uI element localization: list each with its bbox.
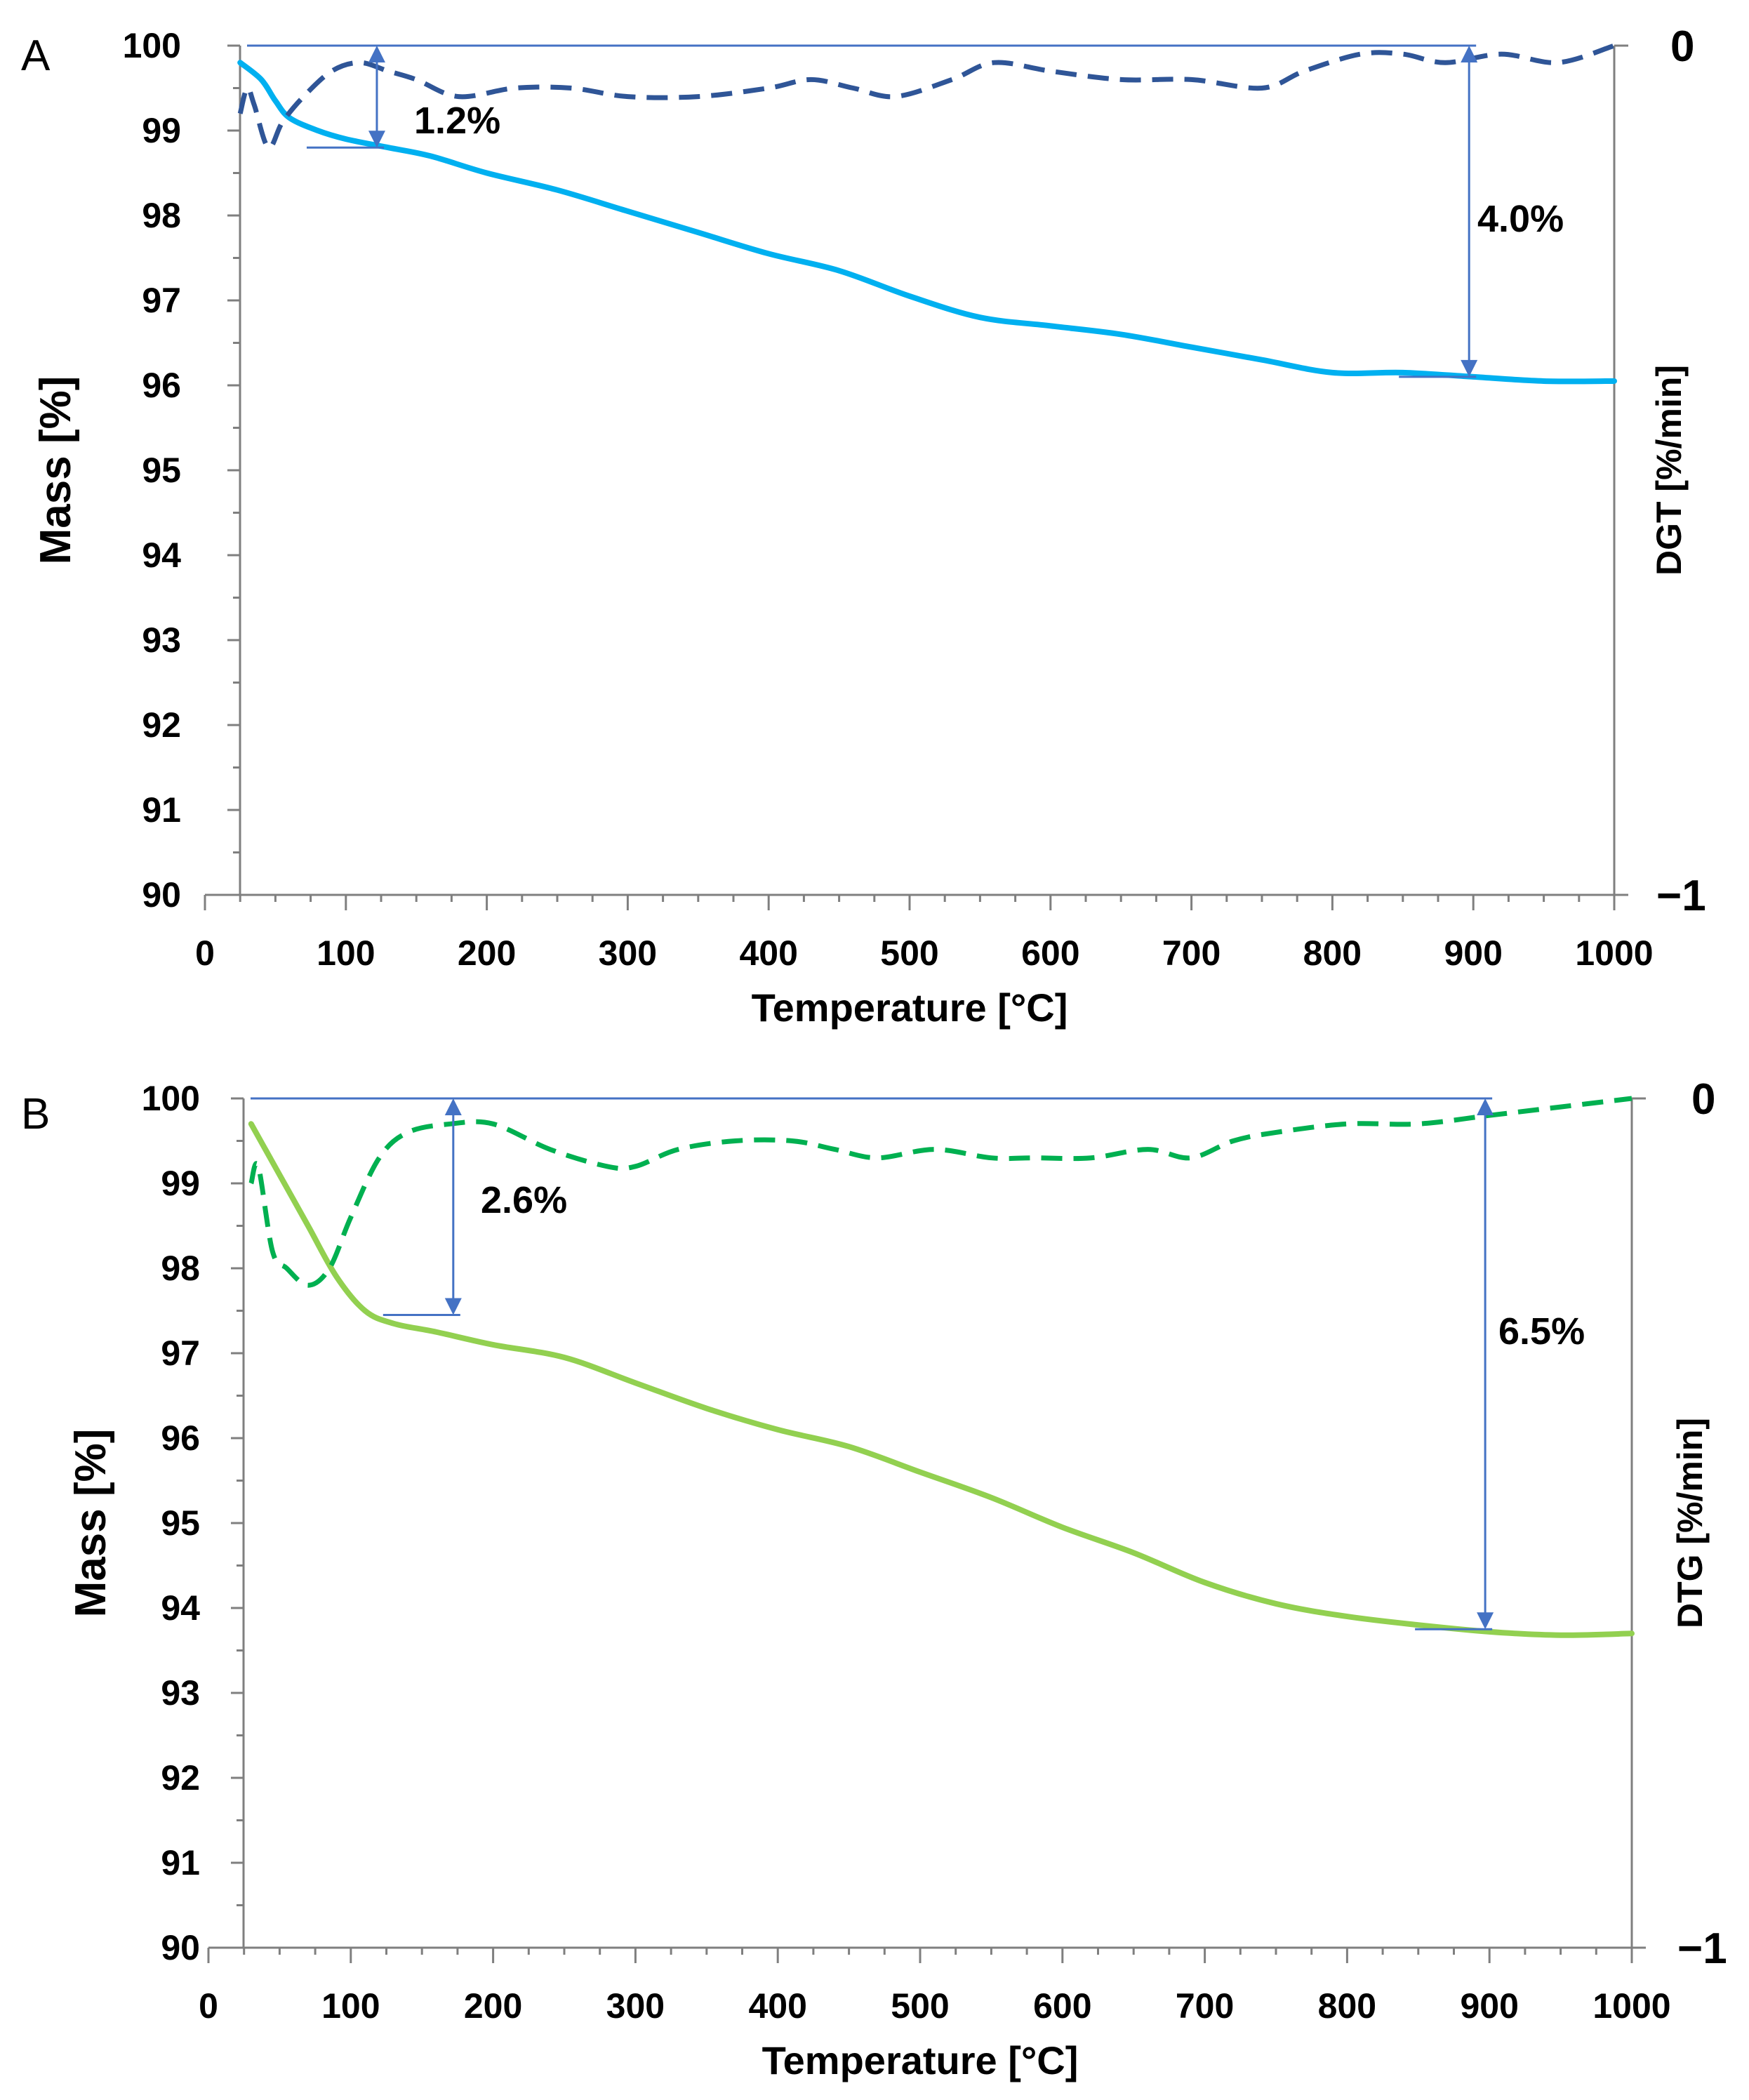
y-tick-label: 98 bbox=[142, 196, 181, 235]
panel-letter: A bbox=[21, 32, 51, 80]
x-tick-label: 1000 bbox=[1592, 1986, 1670, 2026]
x-tick-label: 600 bbox=[1033, 1986, 1091, 2026]
y-tick-label: 90 bbox=[142, 875, 181, 915]
x-axis-title: Temperature [°C] bbox=[752, 985, 1068, 1030]
y-axis-title: Mass [%] bbox=[32, 376, 80, 565]
arrowhead-up bbox=[368, 46, 385, 62]
y-tick-label: 99 bbox=[142, 111, 181, 150]
y-tick-label: 100 bbox=[123, 26, 181, 65]
arrowhead-down bbox=[444, 1298, 462, 1315]
x-tick-label: 400 bbox=[739, 933, 797, 973]
panel-letter: B bbox=[21, 1090, 50, 1138]
y-tick-label: 95 bbox=[161, 1503, 200, 1543]
x-tick-label: 300 bbox=[606, 1986, 665, 2026]
x-tick-label: 200 bbox=[464, 1986, 522, 2026]
x-tick-label: 600 bbox=[1021, 933, 1079, 973]
y-tick-label: 93 bbox=[142, 620, 181, 660]
x-tick-label: 700 bbox=[1176, 1986, 1234, 2026]
y2-axis-title: DGT [%/min] bbox=[1649, 365, 1689, 576]
y-axis-title: Mass [%] bbox=[67, 1429, 115, 1618]
y-tick-label: 94 bbox=[142, 536, 181, 575]
y2-tick-label: 0 bbox=[1670, 22, 1694, 71]
y-tick-label: 94 bbox=[161, 1588, 200, 1628]
arrowhead-up bbox=[1477, 1098, 1494, 1115]
annotation-label: 1.2% bbox=[414, 100, 500, 142]
arrowhead-down bbox=[1477, 1612, 1494, 1630]
y2-tick-label: −1 bbox=[1656, 872, 1706, 920]
y2-axis-title: DTG [%/min] bbox=[1670, 1418, 1710, 1628]
y-tick-label: 92 bbox=[142, 705, 181, 745]
x-tick-label: 700 bbox=[1162, 933, 1221, 973]
arrowhead-up bbox=[444, 1098, 462, 1115]
y2-tick-label: −1 bbox=[1677, 1925, 1727, 1973]
x-tick-label: 1000 bbox=[1575, 933, 1653, 973]
y-tick-label: 92 bbox=[161, 1758, 200, 1797]
y-tick-label: 97 bbox=[142, 281, 181, 320]
y-tick-label: 98 bbox=[161, 1249, 200, 1288]
arrowhead-up bbox=[1461, 46, 1478, 62]
annotation-label: 2.6% bbox=[481, 1179, 567, 1221]
x-tick-label: 400 bbox=[748, 1986, 806, 2026]
y-tick-label: 95 bbox=[142, 451, 181, 490]
y-tick-label: 96 bbox=[161, 1418, 200, 1458]
y-tick-label: 96 bbox=[142, 366, 181, 405]
y-tick-label: 99 bbox=[161, 1164, 200, 1203]
arrowhead-down bbox=[368, 131, 385, 148]
x-tick-label: 0 bbox=[199, 1986, 218, 2026]
annotation-label: 4.0% bbox=[1477, 198, 1564, 240]
arrowhead-down bbox=[1461, 359, 1478, 377]
y-tick-label: 100 bbox=[142, 1079, 200, 1118]
y-tick-label: 97 bbox=[161, 1334, 200, 1373]
x-axis-title: Temperature [°C] bbox=[762, 2038, 1079, 2082]
x-tick-label: 800 bbox=[1303, 933, 1362, 973]
y2-tick-label: 0 bbox=[1691, 1075, 1715, 1124]
x-tick-label: 800 bbox=[1318, 1986, 1376, 2026]
series-line-dtg bbox=[237, 43, 1616, 150]
annotation-label: 6.5% bbox=[1498, 1310, 1585, 1353]
x-tick-label: 900 bbox=[1444, 933, 1502, 973]
x-tick-label: 300 bbox=[599, 933, 657, 973]
x-tick-label: 500 bbox=[891, 1986, 949, 2026]
x-tick-label: 100 bbox=[317, 933, 375, 973]
y-tick-label: 91 bbox=[142, 790, 181, 830]
x-tick-label: 200 bbox=[458, 933, 516, 973]
y-tick-label: 91 bbox=[161, 1843, 200, 1882]
x-tick-label: 500 bbox=[880, 933, 938, 973]
y-tick-label: 93 bbox=[161, 1673, 200, 1713]
x-tick-label: 900 bbox=[1460, 1986, 1518, 2026]
x-tick-label: 0 bbox=[195, 933, 215, 973]
series-line-mass bbox=[237, 60, 1617, 385]
series-line-dtg bbox=[248, 1096, 1632, 1288]
y-tick-label: 90 bbox=[161, 1928, 200, 1967]
series-line-mass bbox=[248, 1121, 1635, 1638]
x-tick-label: 100 bbox=[321, 1986, 380, 2026]
